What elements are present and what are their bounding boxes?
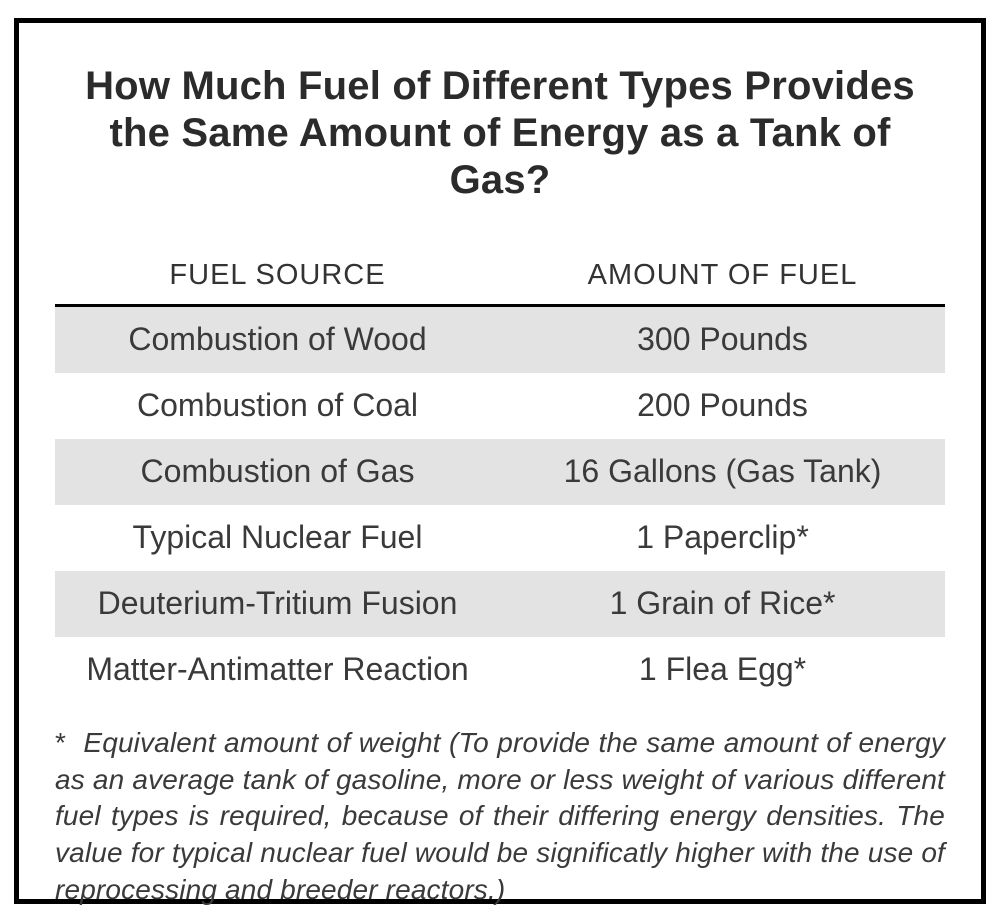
- column-header-amount: AMOUNT OF FUEL: [500, 251, 945, 306]
- table-row: Combustion of Wood300 Pounds: [55, 305, 945, 373]
- table-row: Typical Nuclear Fuel1 Paperclip*: [55, 505, 945, 571]
- table-row: Combustion of Coal200 Pounds: [55, 373, 945, 439]
- table-header-row: FUEL SOURCE AMOUNT OF FUEL: [55, 251, 945, 306]
- fuel-table: FUEL SOURCE AMOUNT OF FUEL Combustion of…: [55, 251, 945, 703]
- footnote: * Equivalent amount of weight (To provid…: [55, 725, 945, 910]
- infographic-frame: How Much Fuel of Different Types Provide…: [14, 18, 986, 904]
- cell-fuel-source: Matter-Antimatter Reaction: [55, 637, 500, 703]
- infographic-title: How Much Fuel of Different Types Provide…: [55, 63, 945, 205]
- cell-fuel-amount: 300 Pounds: [500, 305, 945, 373]
- cell-fuel-source: Combustion of Wood: [55, 305, 500, 373]
- cell-fuel-amount: 1 Flea Egg*: [500, 637, 945, 703]
- footnote-text: Equivalent amount of weight (To provide …: [55, 727, 945, 906]
- cell-fuel-amount: 16 Gallons (Gas Tank): [500, 439, 945, 505]
- footnote-marker: *: [55, 725, 75, 762]
- table-row: Deuterium-Tritium Fusion1 Grain of Rice*: [55, 571, 945, 637]
- cell-fuel-amount: 200 Pounds: [500, 373, 945, 439]
- cell-fuel-source: Typical Nuclear Fuel: [55, 505, 500, 571]
- cell-fuel-amount: 1 Paperclip*: [500, 505, 945, 571]
- table-row: Matter-Antimatter Reaction1 Flea Egg*: [55, 637, 945, 703]
- column-header-fuel-source: FUEL SOURCE: [55, 251, 500, 306]
- cell-fuel-source: Combustion of Coal: [55, 373, 500, 439]
- table-body: Combustion of Wood300 PoundsCombustion o…: [55, 305, 945, 703]
- cell-fuel-source: Combustion of Gas: [55, 439, 500, 505]
- cell-fuel-amount: 1 Grain of Rice*: [500, 571, 945, 637]
- table-row: Combustion of Gas16 Gallons (Gas Tank): [55, 439, 945, 505]
- cell-fuel-source: Deuterium-Tritium Fusion: [55, 571, 500, 637]
